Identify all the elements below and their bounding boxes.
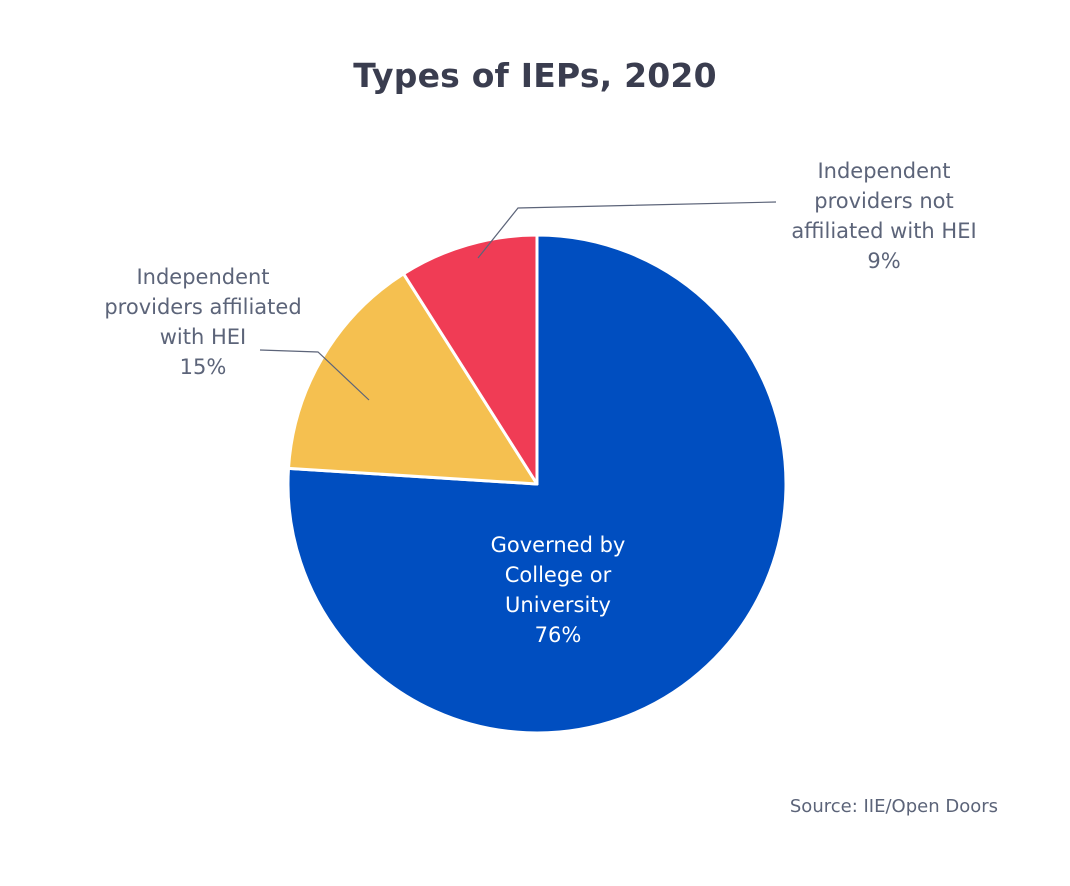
slice-label-governed-by-college: College or (505, 563, 612, 587)
leader-line-independent-affiliated (259, 349, 370, 401)
slice-label-independent-affiliated: with HEI (160, 325, 246, 349)
slice-value-label-independent-not-affiliated: 9% (867, 249, 900, 273)
slice-label-independent-not-affiliated: Independent (817, 159, 950, 183)
chart-title: Types of IEPs, 2020 (353, 56, 717, 95)
slice-label-independent-not-affiliated: affiliated with HEI (791, 219, 976, 243)
slice-label-governed-by-college: Governed by (491, 533, 626, 557)
leader-line-independent-not-affiliated (477, 201, 777, 259)
slice-label-governed-by-college: University (505, 593, 611, 617)
source-note: Source: IIE/Open Doors (789, 796, 998, 817)
slice-value-label-independent-affiliated: 15% (180, 355, 227, 379)
slice-label-independent-affiliated: providers affiliated (104, 295, 301, 319)
slice-label-independent-not-affiliated: providers not (814, 189, 954, 213)
pie-slice-independent-not-affiliated (402, 233, 539, 486)
slice-value-label-governed-by-college: 76% (535, 623, 582, 647)
slice-label-independent-affiliated: Independent (136, 265, 269, 289)
pie-slice-independent-affiliated (286, 272, 539, 486)
